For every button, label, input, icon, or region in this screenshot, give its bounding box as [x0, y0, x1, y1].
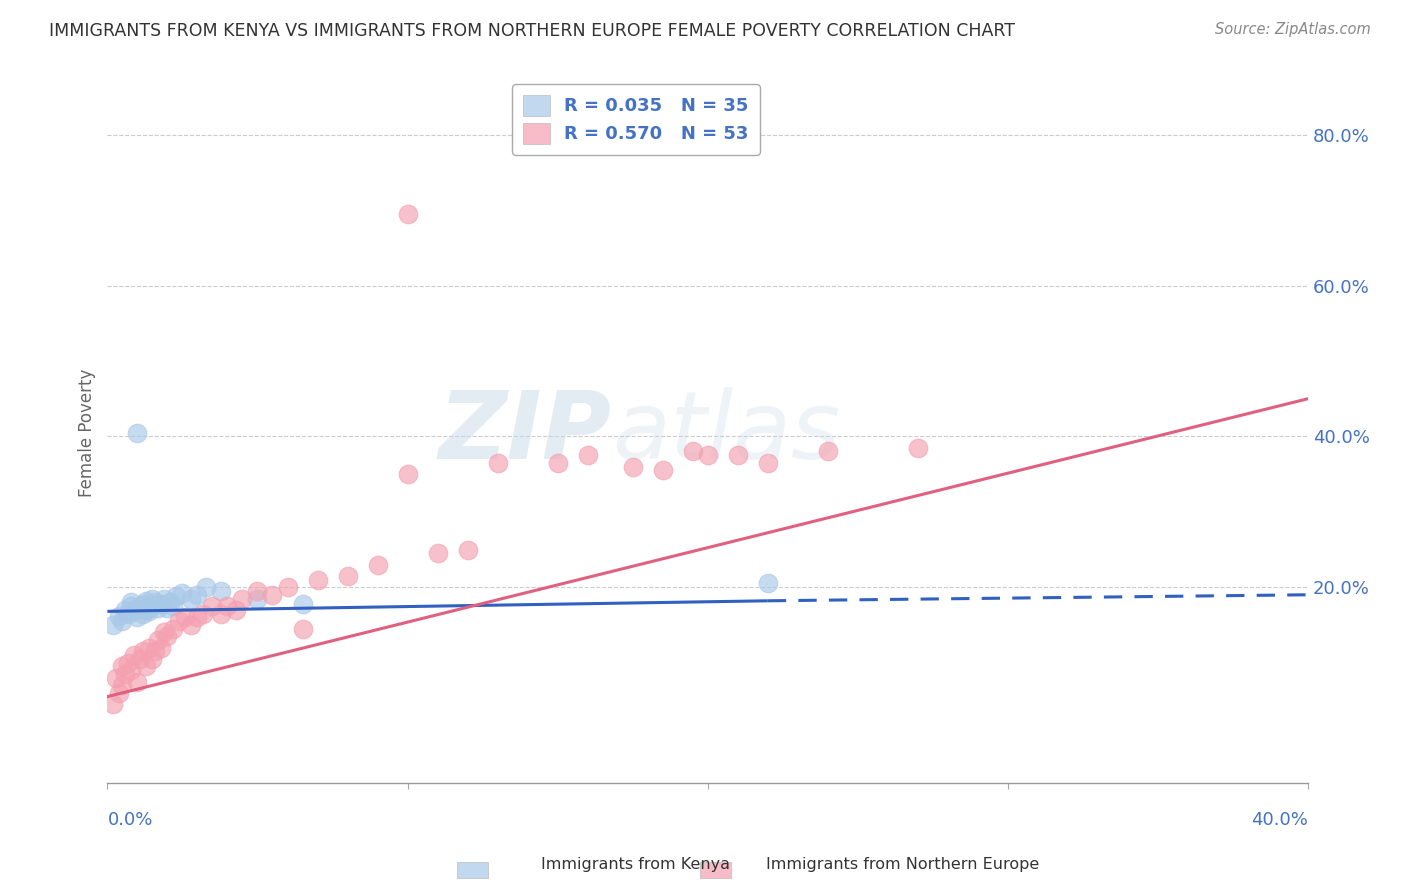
Text: Immigrants from Kenya: Immigrants from Kenya — [541, 857, 730, 872]
Point — [193, 607, 215, 621]
Point — [145, 644, 167, 658]
Point — [291, 622, 314, 636]
Point — [103, 618, 125, 632]
Point — [727, 448, 749, 462]
Point — [211, 607, 233, 621]
Point — [682, 444, 704, 458]
Legend: R = 0.035   N = 35, R = 0.570   N = 53: R = 0.035 N = 35, R = 0.570 N = 53 — [512, 84, 759, 154]
Text: 40.0%: 40.0% — [1251, 811, 1308, 829]
Point — [201, 599, 224, 613]
Point — [114, 667, 136, 681]
Point — [246, 591, 269, 606]
Point — [576, 448, 599, 462]
Point — [120, 663, 142, 677]
Point — [246, 584, 269, 599]
Point — [150, 597, 173, 611]
Text: ZIP: ZIP — [439, 386, 612, 479]
Point — [103, 697, 125, 711]
Point — [169, 614, 191, 628]
Point — [141, 599, 163, 613]
Point — [129, 599, 152, 613]
Point — [127, 674, 149, 689]
Point — [696, 448, 718, 462]
Point — [180, 618, 202, 632]
Text: Immigrants from Northern Europe: Immigrants from Northern Europe — [766, 857, 1039, 872]
Text: atlas: atlas — [612, 387, 839, 478]
Point — [195, 580, 218, 594]
Point — [186, 610, 208, 624]
Point — [165, 589, 187, 603]
Point — [132, 607, 155, 621]
Point — [457, 542, 479, 557]
Point — [159, 595, 181, 609]
Point — [396, 207, 419, 221]
Point — [117, 607, 139, 621]
Point — [291, 597, 314, 611]
Y-axis label: Female Poverty: Female Poverty — [79, 368, 96, 497]
Point — [426, 546, 449, 560]
Point — [124, 648, 146, 662]
Text: 0.0%: 0.0% — [107, 811, 153, 829]
Point — [547, 456, 569, 470]
Point — [153, 625, 176, 640]
Point — [262, 588, 284, 602]
Point — [132, 644, 155, 658]
Point — [127, 610, 149, 624]
Point — [114, 603, 136, 617]
Point — [105, 671, 128, 685]
Point — [651, 463, 673, 477]
Point — [135, 594, 157, 608]
Point — [145, 595, 167, 609]
Point — [756, 456, 779, 470]
Point — [141, 652, 163, 666]
Point — [138, 640, 160, 655]
Point — [162, 622, 184, 636]
Point — [211, 584, 233, 599]
Point — [307, 573, 329, 587]
Point — [141, 591, 163, 606]
Point — [186, 588, 208, 602]
Point — [180, 591, 202, 606]
Point — [396, 467, 419, 481]
Point — [217, 599, 239, 613]
Point — [156, 629, 179, 643]
Point — [120, 599, 142, 613]
Point — [817, 444, 839, 458]
Point — [120, 595, 142, 609]
Point — [486, 456, 509, 470]
Point — [135, 603, 157, 617]
Point — [138, 604, 160, 618]
Point — [148, 600, 170, 615]
Point — [108, 608, 131, 623]
Point — [156, 601, 179, 615]
Point — [127, 601, 149, 615]
Point — [162, 599, 184, 613]
Point — [225, 603, 247, 617]
Point — [276, 580, 298, 594]
Text: Source: ZipAtlas.com: Source: ZipAtlas.com — [1215, 22, 1371, 37]
Point — [756, 576, 779, 591]
Point — [336, 569, 359, 583]
Text: IMMIGRANTS FROM KENYA VS IMMIGRANTS FROM NORTHERN EUROPE FEMALE POVERTY CORRELAT: IMMIGRANTS FROM KENYA VS IMMIGRANTS FROM… — [49, 22, 1015, 40]
Point — [129, 652, 152, 666]
Point — [174, 610, 197, 624]
Point — [150, 640, 173, 655]
Point — [621, 459, 644, 474]
Point — [231, 591, 253, 606]
Point — [153, 591, 176, 606]
Point — [907, 441, 929, 455]
Point — [132, 597, 155, 611]
Point — [111, 614, 134, 628]
Point — [367, 558, 389, 572]
Point — [135, 659, 157, 673]
Point — [111, 678, 134, 692]
Point — [127, 425, 149, 440]
Point — [117, 656, 139, 670]
Point — [148, 633, 170, 648]
Point — [124, 604, 146, 618]
Point — [111, 659, 134, 673]
Point — [172, 586, 194, 600]
Point — [108, 686, 131, 700]
